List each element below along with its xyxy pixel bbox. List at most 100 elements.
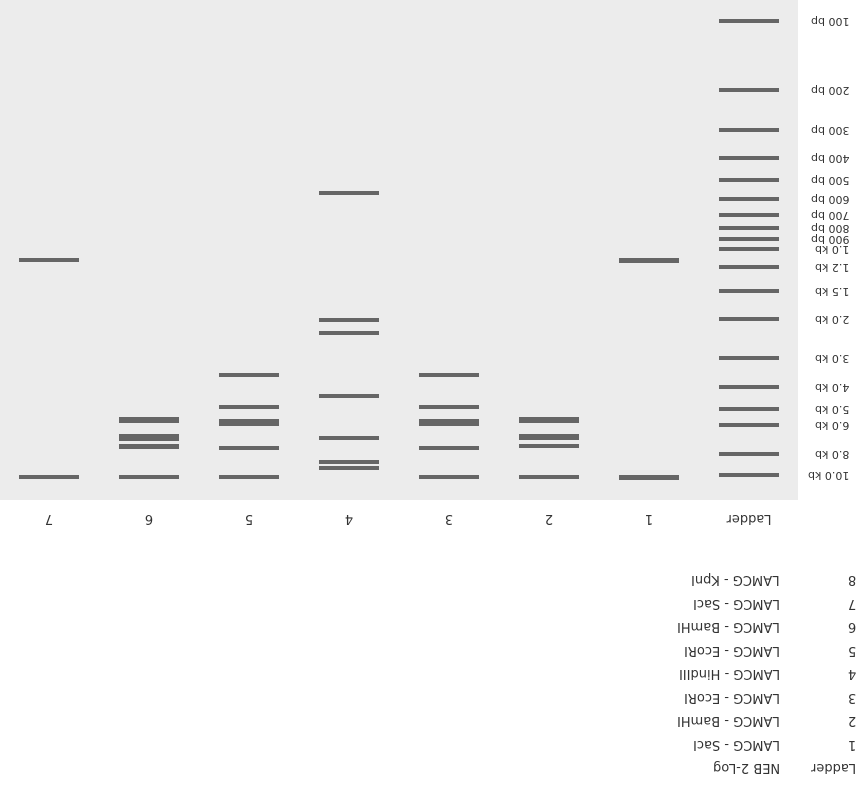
- lane-label: 5: [244, 511, 254, 526]
- legend-sample-label: LAMCG - KpnI: [691, 572, 780, 587]
- gel-band-lane-2: [519, 444, 579, 448]
- legend-row: Ladder NEB 2-Log: [0, 758, 866, 776]
- ladder-size-label: 200 bp: [810, 84, 849, 97]
- gel-band-lane-7: [19, 475, 79, 479]
- legend-sample-label: LAMCG - EcoRI: [684, 689, 780, 705]
- gel-band-lane-4: [319, 460, 379, 464]
- legend-row: 4 LAMCG - HindIII: [0, 664, 866, 682]
- ladder-size-label: 600 bp: [810, 193, 849, 206]
- gel-band-lane-6: [119, 417, 179, 423]
- legend-sample-label: LAMCG - BamHI: [677, 619, 780, 634]
- ladder-size-label: 400 bp: [810, 152, 849, 165]
- gel-band-lane-Ladder: [719, 88, 779, 92]
- legend-sample-label: LAMCG - SacI: [693, 595, 780, 611]
- ladder-size-label: 1.5 kb: [814, 285, 849, 298]
- gel-band-lane-Ladder: [719, 156, 779, 160]
- legend-row: 2 LAMCG - BamHI: [0, 711, 866, 729]
- ladder-size-label: 10.0 kb: [807, 469, 849, 482]
- ladder-size-label: 5.0 kb: [814, 403, 849, 416]
- gel-band-lane-6: [119, 434, 179, 441]
- ladder-size-label: 1.2 kb: [814, 261, 849, 274]
- legend-row: 7 LAMCG - SacI: [0, 594, 866, 612]
- gel-band-lane-3: [419, 405, 479, 409]
- legend-row: 1 LAMCG - SacI: [0, 735, 866, 753]
- legend-row: 6 LAMCG - BamHI: [0, 617, 866, 635]
- ladder-size-label: 100 bp: [810, 15, 849, 28]
- gel-band-lane-Ladder: [719, 265, 779, 269]
- lane-label: Ladder: [726, 511, 772, 526]
- legend-row: 5 LAMCG - EcoRI: [0, 641, 866, 659]
- lane-label: 6: [144, 511, 154, 526]
- gel-band-lane-5: [219, 405, 279, 409]
- ladder-size-label: 6.0 kb: [814, 419, 849, 432]
- gel-band-lane-Ladder: [719, 178, 779, 182]
- gel-band-lane-4: [319, 394, 379, 398]
- gel-band-lane-6: [119, 475, 179, 479]
- ladder-size-label: 3.0 kb: [814, 352, 849, 365]
- gel-band-lane-3: [419, 373, 479, 377]
- legend-sample-label: NEB 2-Log: [712, 760, 780, 775]
- gel-band-lane-3: [419, 475, 479, 479]
- legend-lane-label: 6: [847, 619, 856, 634]
- legend-lane-label: 4: [847, 666, 856, 681]
- gel-band-lane-Ladder: [719, 197, 779, 201]
- legend-sample-label: LAMCG - EcoRI: [684, 642, 780, 658]
- legend-lane-label: 3: [847, 689, 856, 705]
- gel-band-lane-Ladder: [719, 317, 779, 321]
- gel-band-lane-5: [219, 446, 279, 450]
- gel-band-lane-5: [219, 419, 279, 426]
- gel-band-lane-1: [619, 475, 679, 480]
- ladder-size-label: 8.0 kb: [814, 448, 849, 461]
- gel-band-lane-Ladder: [719, 407, 779, 411]
- ladder-size-label: 300 bp: [810, 124, 849, 137]
- gel-band-lane-Ladder: [719, 423, 779, 427]
- legend-lane-label: Ladder: [810, 760, 856, 775]
- gel-band-lane-4: [319, 191, 379, 195]
- gel-band-lane-5: [219, 475, 279, 479]
- legend-lane-label: 1: [847, 736, 856, 752]
- gel-band-lane-Ladder: [719, 473, 779, 477]
- legend-sample-label: LAMCG - BamHI: [677, 713, 780, 728]
- gel-band-lane-4: [319, 436, 379, 440]
- ladder-size-label: 4.0 kb: [814, 381, 849, 394]
- gel-band-lane-Ladder: [719, 237, 779, 241]
- lane-label: 4: [344, 511, 354, 526]
- lane-label: 3: [444, 511, 454, 526]
- gel-band-lane-Ladder: [719, 226, 779, 230]
- legend-lane-label: 2: [847, 713, 856, 728]
- gel-band-lane-4: [319, 318, 379, 322]
- ladder-size-label: 2.0 kb: [814, 313, 849, 326]
- gel-band-lane-6: [119, 444, 179, 449]
- gel-band-lane-2: [519, 434, 579, 440]
- gel-band-lane-7: [19, 258, 79, 262]
- lane-label: 1: [644, 511, 654, 526]
- gel-band-lane-Ladder: [719, 247, 779, 251]
- legend-lane-label: 7: [847, 595, 856, 611]
- gel-band-lane-2: [519, 417, 579, 423]
- legend-sample-label: LAMCG - HindIII: [678, 666, 780, 681]
- gel-band-lane-Ladder: [719, 19, 779, 23]
- legend-lane-label: 5: [847, 642, 856, 658]
- gel-band-lane-2: [519, 475, 579, 479]
- gel-band-lane-Ladder: [719, 452, 779, 456]
- gel-band-lane-1: [619, 258, 679, 263]
- gel-band-lane-Ladder: [719, 213, 779, 217]
- lane-label: 7: [44, 511, 54, 526]
- legend-row: 8 LAMCG - KpnI: [0, 570, 866, 588]
- ladder-size-label: 1.0 kb: [814, 243, 849, 256]
- gel-band-lane-4: [319, 466, 379, 470]
- legend-lane-label: 8: [847, 572, 856, 587]
- lane-label: 2: [544, 511, 554, 526]
- legend-row: 3 LAMCG - EcoRI: [0, 688, 866, 706]
- gel-band-lane-5: [219, 373, 279, 377]
- gel-band-lane-Ladder: [719, 128, 779, 132]
- gel-band-lane-Ladder: [719, 385, 779, 389]
- gel-band-lane-4: [319, 331, 379, 335]
- ladder-size-label: 700 bp: [810, 209, 849, 222]
- gel-band-lane-3: [419, 446, 479, 450]
- gel-band-lane-Ladder: [719, 289, 779, 293]
- gel-band-lane-3: [419, 419, 479, 426]
- legend-sample-label: LAMCG - SacI: [693, 736, 780, 752]
- gel-band-lane-Ladder: [719, 356, 779, 360]
